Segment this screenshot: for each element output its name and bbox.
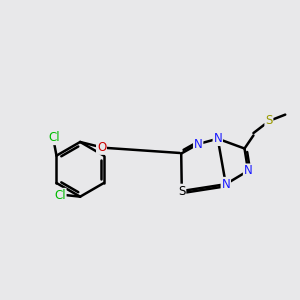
Text: N: N — [213, 132, 222, 145]
Text: O: O — [97, 141, 106, 154]
Text: N: N — [244, 164, 253, 177]
Text: Cl: Cl — [54, 189, 66, 202]
Text: N: N — [221, 178, 230, 191]
Text: O: O — [97, 141, 106, 154]
Text: Cl: Cl — [48, 131, 60, 144]
Text: N: N — [194, 138, 203, 151]
Text: S: S — [178, 184, 185, 197]
Text: S: S — [265, 114, 273, 127]
